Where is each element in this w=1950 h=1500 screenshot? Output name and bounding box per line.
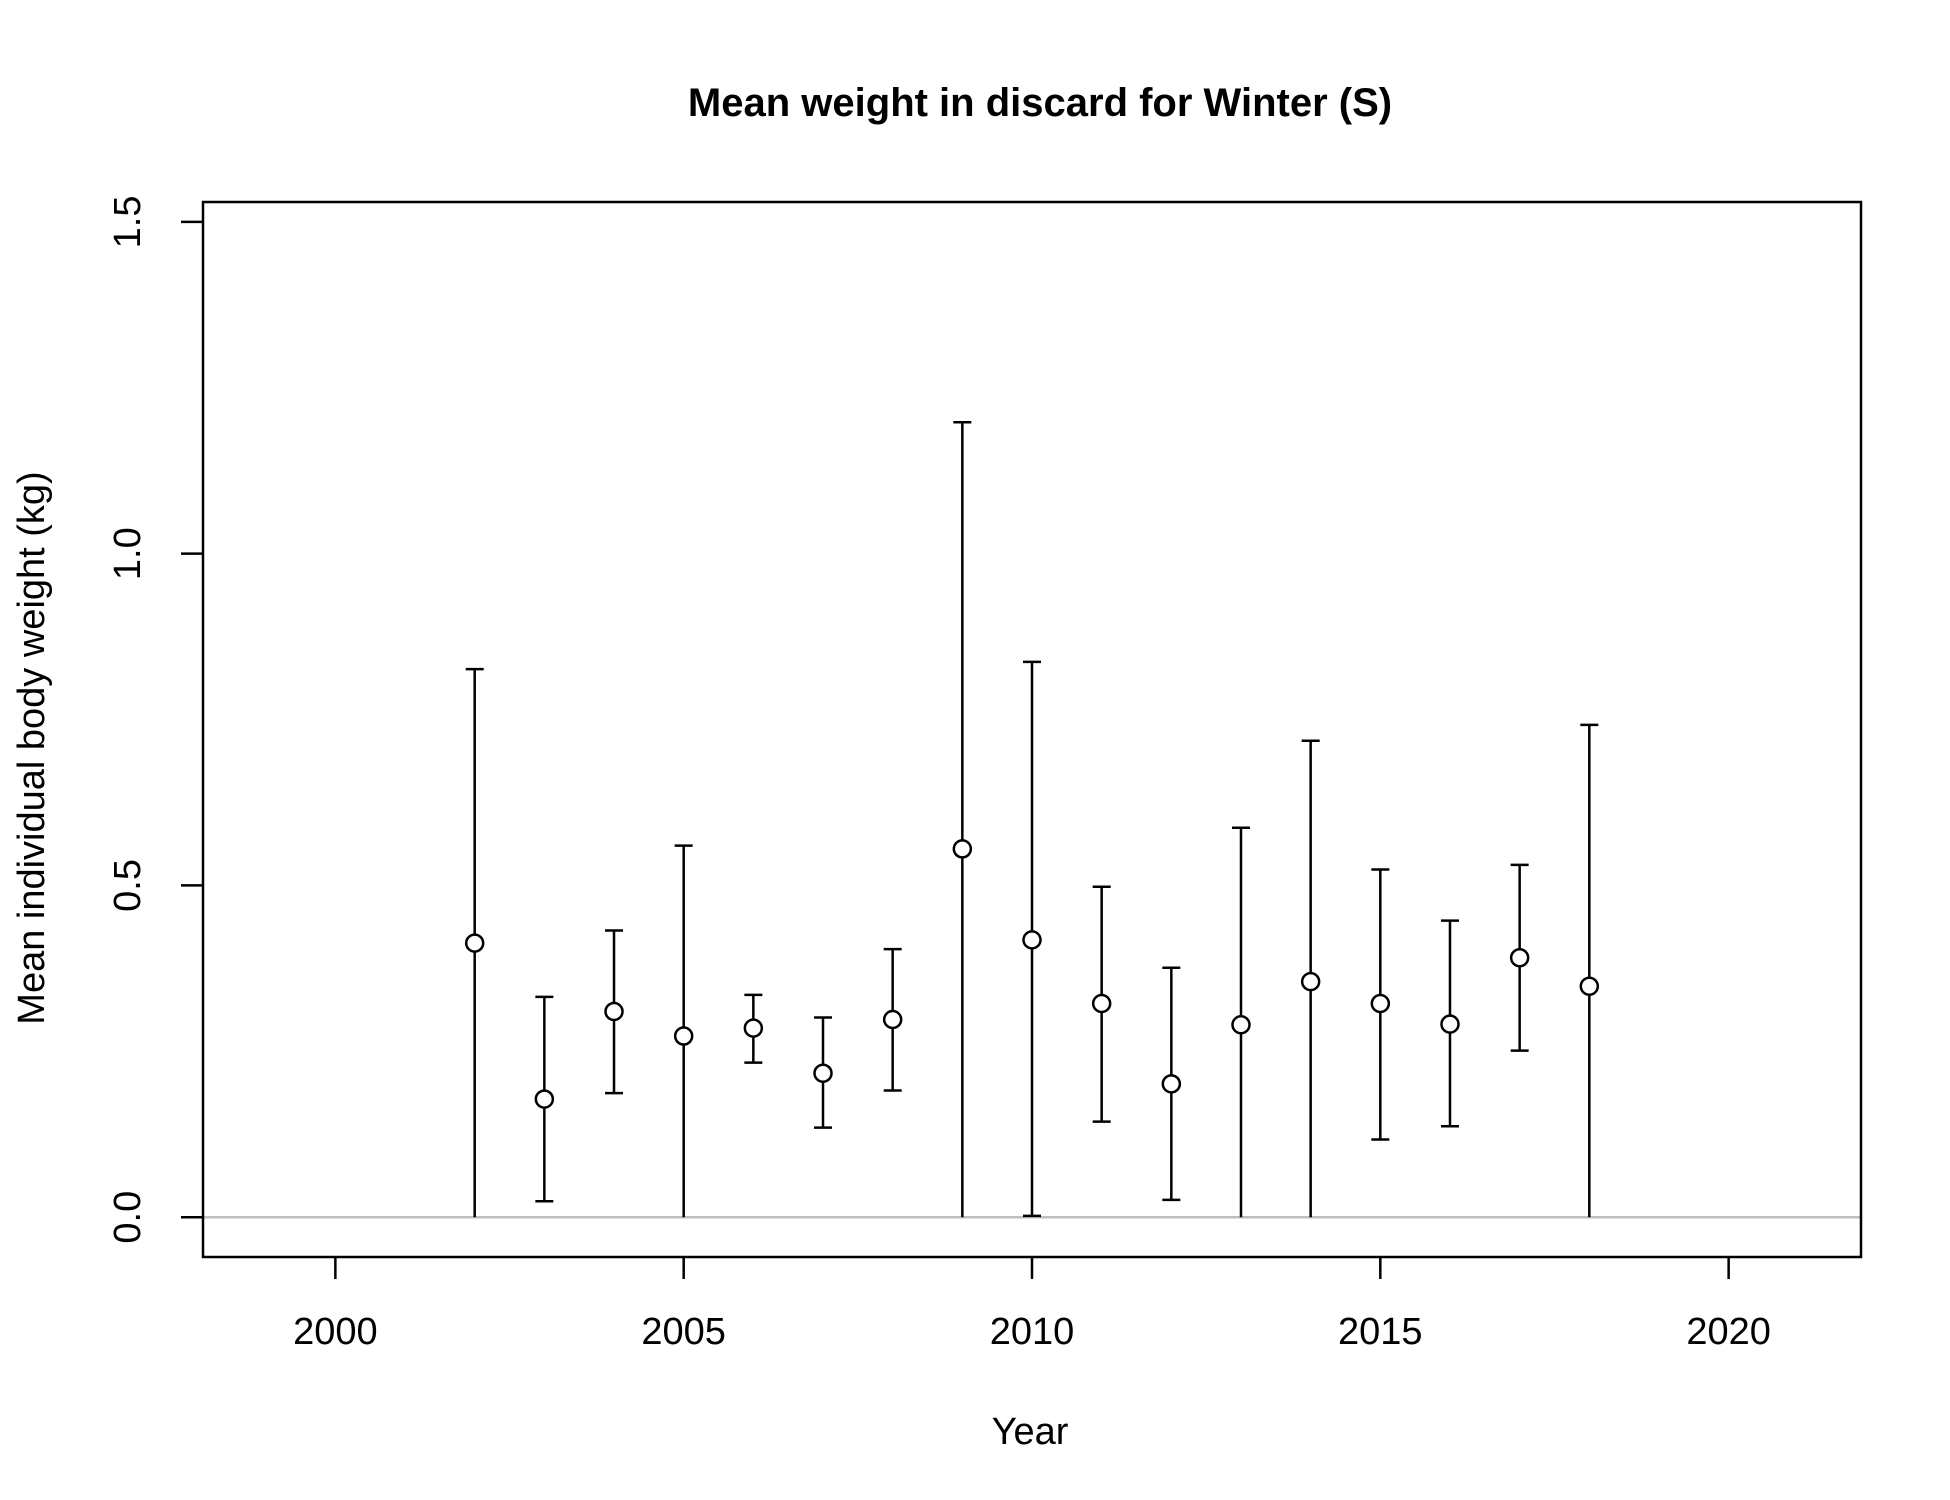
axes-layer: 2000 2005 2010 2015 2020 0.0 0.5 1.0 1.5 bbox=[107, 195, 1771, 1353]
y-tick-label: 1.5 bbox=[107, 195, 149, 248]
data-point bbox=[952, 839, 973, 859]
data-point bbox=[673, 1026, 694, 1046]
chart-title: Mean weight in discard for Winter (S) bbox=[688, 81, 1392, 125]
data-point bbox=[1231, 1015, 1251, 1035]
y-tick-label: 1.0 bbox=[107, 527, 149, 580]
data-point bbox=[1300, 971, 1321, 992]
x-tick-label: 2020 bbox=[1686, 1311, 1771, 1353]
data-point bbox=[813, 1063, 833, 1083]
x-tick-label: 2005 bbox=[641, 1311, 726, 1353]
data-point bbox=[1091, 993, 1112, 1014]
plot-frame bbox=[201, 200, 1863, 1259]
data-point bbox=[1440, 1014, 1460, 1034]
series-layer bbox=[464, 421, 1600, 1218]
x-tick-label: 2010 bbox=[990, 1311, 1075, 1353]
data-point bbox=[604, 1001, 624, 1022]
y-tick-label: 0.0 bbox=[107, 1191, 149, 1244]
data-point bbox=[1022, 930, 1042, 950]
x-tick-label: 2000 bbox=[293, 1311, 378, 1353]
data-point bbox=[1370, 993, 1391, 1014]
data-point bbox=[534, 1089, 555, 1109]
data-point bbox=[1579, 976, 1600, 997]
data-point bbox=[743, 1018, 764, 1038]
data-point bbox=[464, 933, 485, 953]
x-tick-label: 2015 bbox=[1338, 1311, 1423, 1353]
x-axis-label: Year bbox=[992, 1411, 1069, 1453]
y-tick-label: 0.5 bbox=[107, 859, 149, 912]
data-point bbox=[882, 1009, 903, 1030]
y-axis-label: Mean individual body weight (kg) bbox=[11, 471, 53, 1024]
data-point bbox=[1509, 948, 1530, 968]
data-point bbox=[1161, 1074, 1182, 1094]
